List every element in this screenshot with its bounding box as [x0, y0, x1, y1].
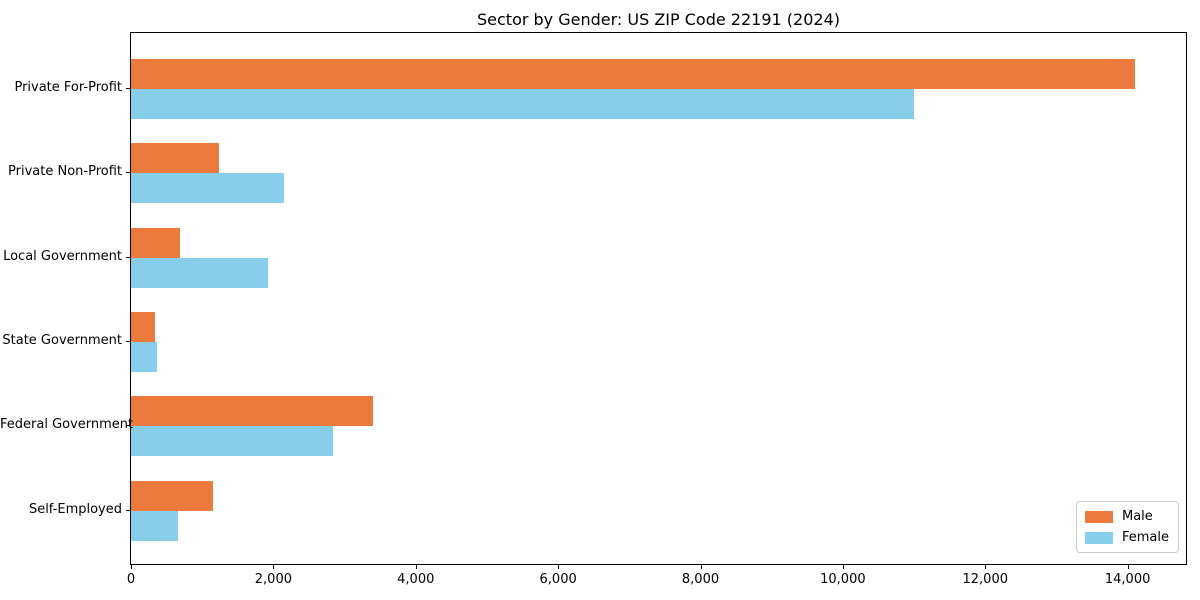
x-tick-label-0: 0	[126, 572, 136, 587]
y-tick-mark	[126, 172, 130, 174]
bar-female-self-employed	[131, 510, 178, 541]
x-tick-mark	[985, 565, 987, 569]
legend-swatch-female	[1084, 531, 1113, 544]
bar-male-private-for-profit	[131, 59, 1135, 89]
bar-male-state-government	[131, 311, 156, 342]
x-tick-mark	[131, 565, 132, 569]
y-tick-label-private-for-profit: Private For-Profit	[14, 80, 122, 95]
bar-female-private-non-profit	[131, 173, 285, 204]
y-tick-label-state-government: State Government	[2, 332, 122, 348]
legend-item-female: Female	[1084, 530, 1169, 545]
bar-female-federal-government	[131, 426, 334, 457]
x-tick-label-6-000: 6,000	[539, 572, 577, 587]
plot-area: Male Female	[130, 32, 1187, 565]
y-tick-mark	[126, 425, 130, 427]
x-tick-mark	[1127, 565, 1129, 569]
legend-swatch-male	[1084, 510, 1113, 523]
y-tick-mark	[126, 256, 130, 258]
y-tick-label-local-government: Local Government	[3, 248, 122, 264]
bar-male-local-government	[131, 227, 181, 258]
x-tick-mark	[842, 565, 844, 569]
y-tick-label-private-non-profit: Private Non-Profit	[8, 164, 122, 180]
legend-label-female: Female	[1121, 530, 1169, 545]
y-tick-label-self-employed: Self-Employed	[28, 501, 122, 517]
legend-label-male: Male	[1121, 509, 1153, 524]
x-tick-label-8-000: 8,000	[681, 572, 720, 587]
bar-female-state-government	[131, 341, 157, 372]
y-tick-label-federal-government: Federal Government	[0, 417, 134, 433]
x-tick-label-12-000: 12,000	[962, 572, 1009, 587]
bar-female-local-government	[131, 257, 268, 288]
x-tick-mark	[415, 565, 417, 569]
legend: Male Female	[1075, 501, 1179, 553]
x-tick-mark	[273, 565, 275, 569]
x-tick-mark	[558, 565, 560, 569]
legend-item-male: Male	[1084, 509, 1169, 524]
x-tick-label-4-000: 4,000	[397, 572, 435, 587]
y-tick-mark	[126, 340, 130, 342]
bar-male-private-non-profit	[131, 143, 219, 174]
bar-female-private-for-profit	[131, 89, 915, 119]
x-tick-label-14-000: 14,000	[1104, 572, 1151, 587]
chart-title: Sector by Gender: US ZIP Code 22191 (202…	[477, 10, 840, 29]
bar-male-self-employed	[131, 480, 213, 511]
bar-male-federal-government	[131, 396, 374, 427]
x-tick-mark	[700, 565, 702, 569]
x-tick-label-10-000: 10,000	[820, 572, 866, 587]
y-tick-mark	[126, 509, 130, 511]
y-tick-mark	[126, 88, 130, 89]
x-tick-label-2-000: 2,000	[254, 572, 292, 587]
